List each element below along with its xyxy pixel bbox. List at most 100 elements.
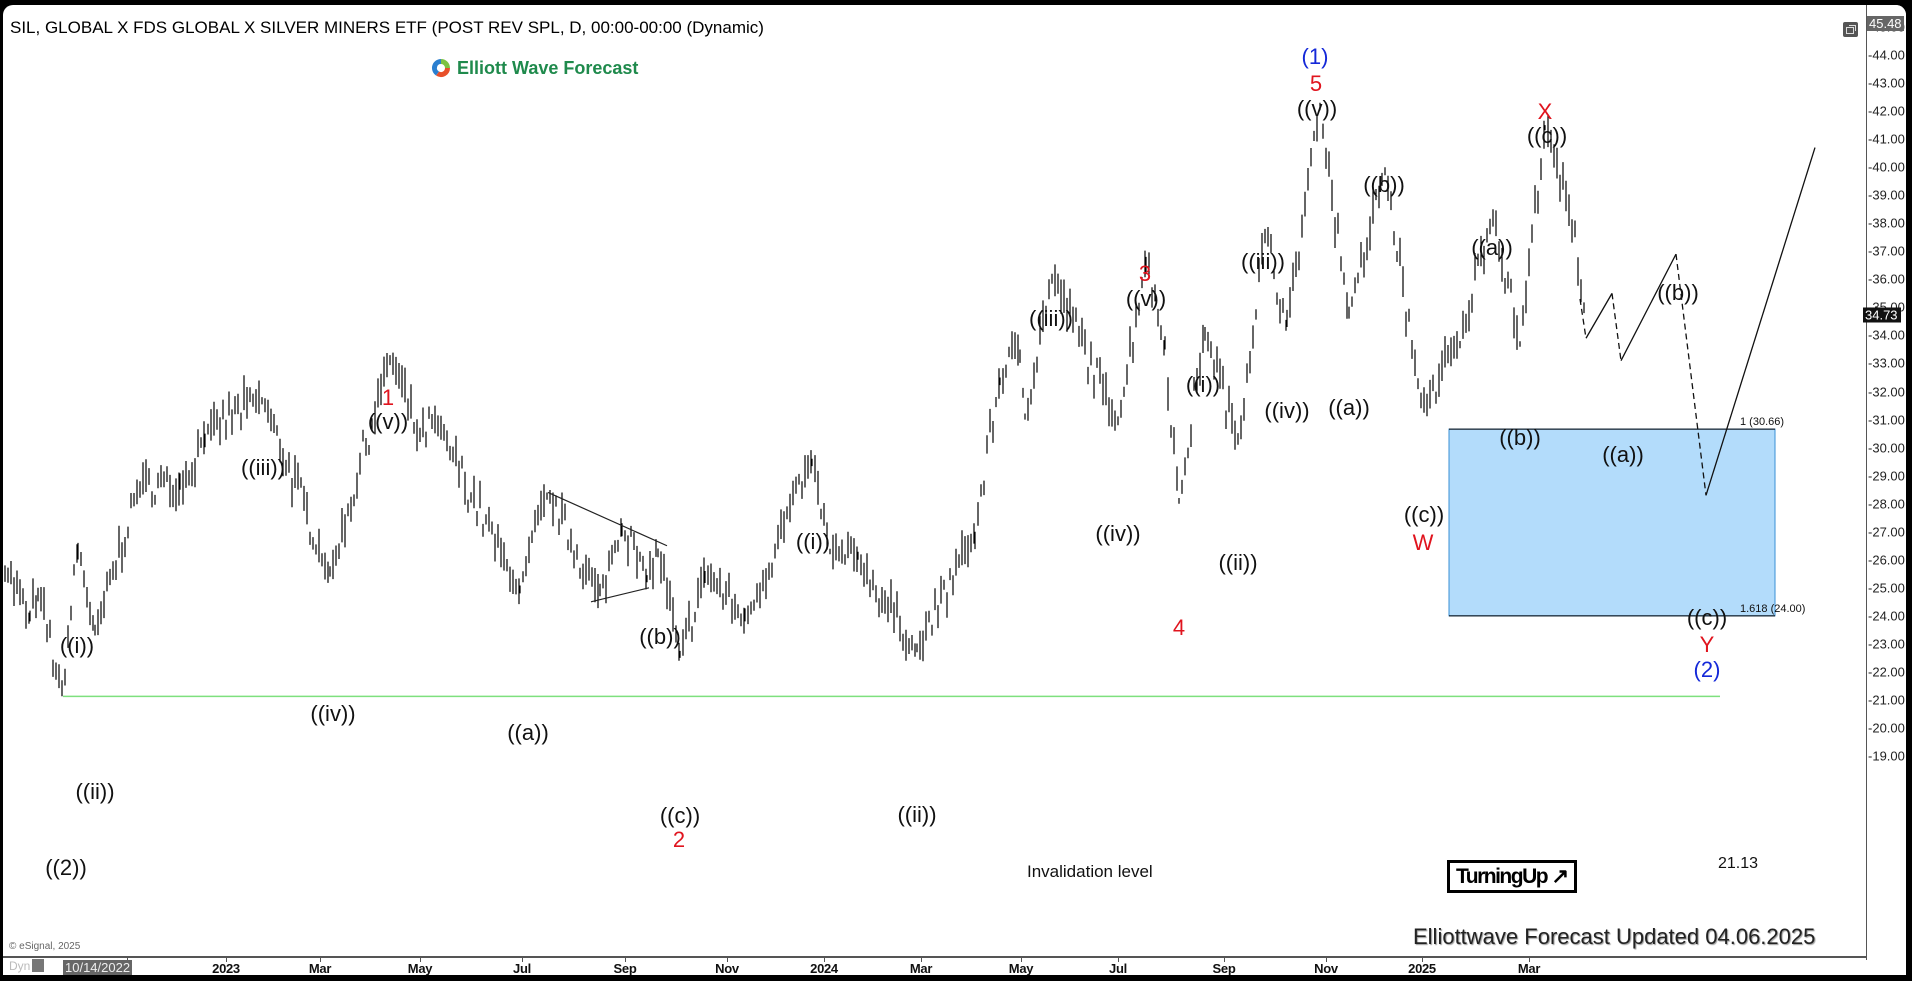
- wave-label: ((b)): [1657, 280, 1699, 305]
- wave-label: ((iii)): [1029, 306, 1073, 331]
- y-tick-label: 19.00: [1868, 749, 1905, 764]
- wave-label: ((a)): [1328, 395, 1370, 420]
- wave-label: ((a)): [507, 720, 549, 745]
- wave-label: 1: [381, 385, 395, 410]
- time-axis[interactable]: v2023MarMayJulSepNov2024MarMayJulSepNov2…: [3, 956, 1866, 975]
- wave-label: ((iii)): [1241, 249, 1285, 274]
- y-tick-label: 31.00: [1868, 412, 1905, 427]
- fib-level-top: 1 (30.66): [1740, 416, 1785, 429]
- wave-label: ((a)): [1471, 235, 1513, 260]
- x-tick-mark: [1021, 958, 1022, 962]
- wave-label: ((iv)): [1264, 398, 1310, 423]
- chart-title: SIL, GLOBAL X FDS GLOBAL X SILVER MINERS…: [10, 18, 764, 37]
- chart-window: SIL, GLOBAL X FDS GLOBAL X SILVER MINERS…: [3, 5, 1906, 975]
- restore-window-icon[interactable]: [1843, 22, 1858, 37]
- wave-label: Y: [1699, 632, 1715, 657]
- wave-label: ((c)): [1403, 502, 1445, 527]
- x-tick-label: Mar: [1517, 961, 1541, 975]
- fib-level-bottom: 1.618 (24.00): [1740, 602, 1806, 615]
- x-tick-mark: [226, 958, 227, 962]
- wave-label: W: [1412, 530, 1434, 555]
- y-tick-label: 38.00: [1868, 216, 1905, 231]
- forecast-path-segment: [1585, 293, 1613, 339]
- wave-label: ((iii)): [241, 455, 285, 480]
- updated-banner: Elliottwave Forecast Updated 04.06.2025: [1413, 924, 1816, 949]
- x-tick-label: May: [407, 961, 433, 975]
- wave-label: ((v)): [367, 409, 409, 434]
- wave-label: 5: [1309, 71, 1323, 96]
- y-tick-label: 44.00: [1868, 48, 1905, 63]
- turning-up-badge: TurningUp ↗: [1447, 860, 1577, 893]
- x-tick-mark: [921, 958, 922, 962]
- y-tick-label: 43.00: [1868, 76, 1905, 91]
- y-tick-label: 30.00: [1868, 440, 1905, 455]
- wave-label: ((i)): [1185, 372, 1221, 397]
- x-tick-mark: [1326, 958, 1327, 962]
- x-tick-label: Sep: [613, 961, 637, 975]
- logo-text: Elliott Wave Forecast: [457, 57, 639, 78]
- y-tick-label: 41.00: [1868, 132, 1905, 147]
- x-tick-mark: [1422, 958, 1423, 962]
- y-tick-label: 22.00: [1868, 664, 1905, 679]
- x-tick-label: Mar: [308, 961, 332, 975]
- recycle-logo-icon: [431, 58, 450, 78]
- x-tick-mark: [1118, 958, 1119, 962]
- y-tick-label: 23.00: [1868, 636, 1905, 651]
- x-tick-mark: [625, 958, 626, 962]
- triangle-trendline: [547, 491, 668, 547]
- forecast-path-segment: [1705, 147, 1816, 496]
- x-tick-mark: [1224, 958, 1225, 962]
- x-tick-mark: [522, 958, 523, 962]
- wave-label: (2): [1693, 657, 1721, 682]
- wave-label: ((b)): [639, 624, 681, 649]
- x-tick-mark: [320, 958, 321, 962]
- price-bars: [4, 102, 1585, 697]
- wave-label: ((ii)): [897, 802, 937, 827]
- y-tick-label: 27.00: [1868, 524, 1905, 539]
- price-axis[interactable]: 45.0044.0043.0042.0041.0040.0039.0038.00…: [1866, 5, 1906, 960]
- turning-up-text: TurningUp: [1456, 865, 1549, 888]
- y-tick-label: 20.00: [1868, 721, 1905, 736]
- wave-label: ((c)): [1526, 123, 1568, 148]
- y-tick-label: 32.00: [1868, 384, 1905, 399]
- price-plot[interactable]: [3, 5, 1866, 956]
- y-tick-label: 39.00: [1868, 188, 1905, 203]
- wave-label: 2: [672, 827, 686, 852]
- wave-label: ((ii)): [75, 779, 115, 804]
- target-zone-box: [1448, 428, 1776, 617]
- dyn-label[interactable]: Dyn: [9, 959, 31, 973]
- x-tick-label: 2025: [1408, 961, 1436, 975]
- y-tick-label: 26.00: [1868, 552, 1905, 567]
- invalidation-label: Invalidation level: [1027, 862, 1153, 881]
- wave-label: ((v)): [1296, 96, 1338, 121]
- y-tick-label: 34.00: [1868, 328, 1905, 343]
- y-tick-label: 25.00: [1868, 580, 1905, 595]
- wave-label: ((i)): [795, 529, 831, 554]
- wave-label: ((i)): [59, 633, 95, 658]
- forecast-path-segment: [1579, 298, 1587, 339]
- x-tick-label: May: [1008, 961, 1034, 975]
- last-price-marker: 34.73: [1863, 307, 1901, 323]
- y-tick-label: 40.00: [1868, 160, 1905, 175]
- x-tick-label: Nov: [1314, 961, 1338, 975]
- x-tick-mark: [727, 958, 728, 962]
- wave-label: ((ii)): [1218, 550, 1258, 575]
- y-tick-label: 21.00: [1868, 692, 1905, 707]
- x-tick-label: Mar: [909, 961, 933, 975]
- wave-label: ((a)): [1602, 442, 1644, 467]
- wave-label: ((b)): [1363, 172, 1405, 197]
- forecast-path-segment: [1611, 293, 1622, 361]
- x-tick-label: Jul: [1109, 961, 1127, 975]
- arrow-up-right-icon: ↗: [1551, 865, 1569, 888]
- y-tick-label: 33.00: [1868, 356, 1905, 371]
- top-price-marker: 45.48: [1867, 16, 1904, 31]
- wave-label: ((iv)): [310, 701, 356, 726]
- lock-icon[interactable]: [32, 959, 44, 972]
- y-tick-label: 24.00: [1868, 608, 1905, 623]
- elliott-wave-logo: Elliott Wave Forecast: [430, 57, 638, 79]
- x-tick-label: Nov: [715, 961, 739, 975]
- wave-label: ((c)): [659, 803, 701, 828]
- forecast-path-segment: [1620, 253, 1677, 361]
- x-tick-label: Sep: [1212, 961, 1236, 975]
- wave-label: ((2)): [45, 855, 87, 880]
